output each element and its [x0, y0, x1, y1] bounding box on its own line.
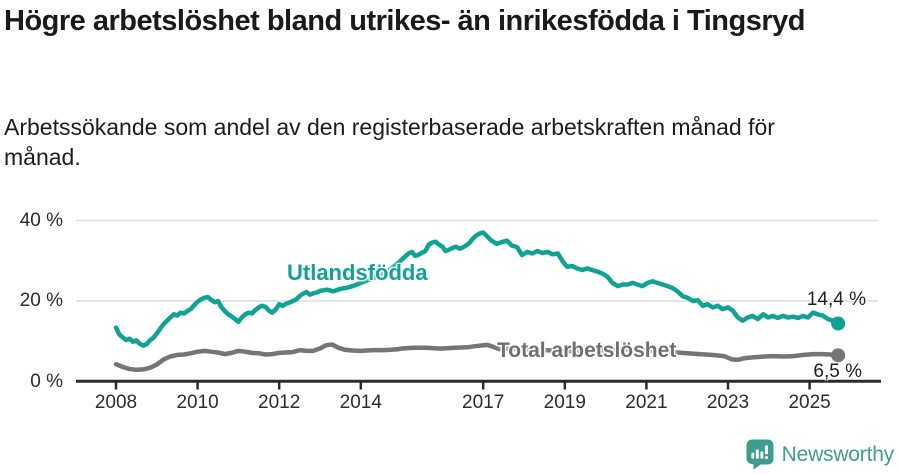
chart-title: Högre arbetslöshet bland utrikes- än inr… [4, 5, 805, 37]
newsworthy-logo[interactable]: Newsworthy [746, 439, 894, 470]
series-endpoint-utlandsf-dda [831, 316, 846, 331]
chart-subtitle: Arbetssökande som andel av den registerb… [4, 114, 775, 170]
newsworthy-bubble-chart-icon [746, 439, 774, 470]
series-endpoint-total-arbetsl-shet [831, 348, 846, 363]
series-line-total-arbetsl-shet [113, 342, 841, 373]
newsworthy-logo-text: Newsworthy [781, 442, 895, 466]
series-line-utlandsf-dda [113, 230, 841, 348]
